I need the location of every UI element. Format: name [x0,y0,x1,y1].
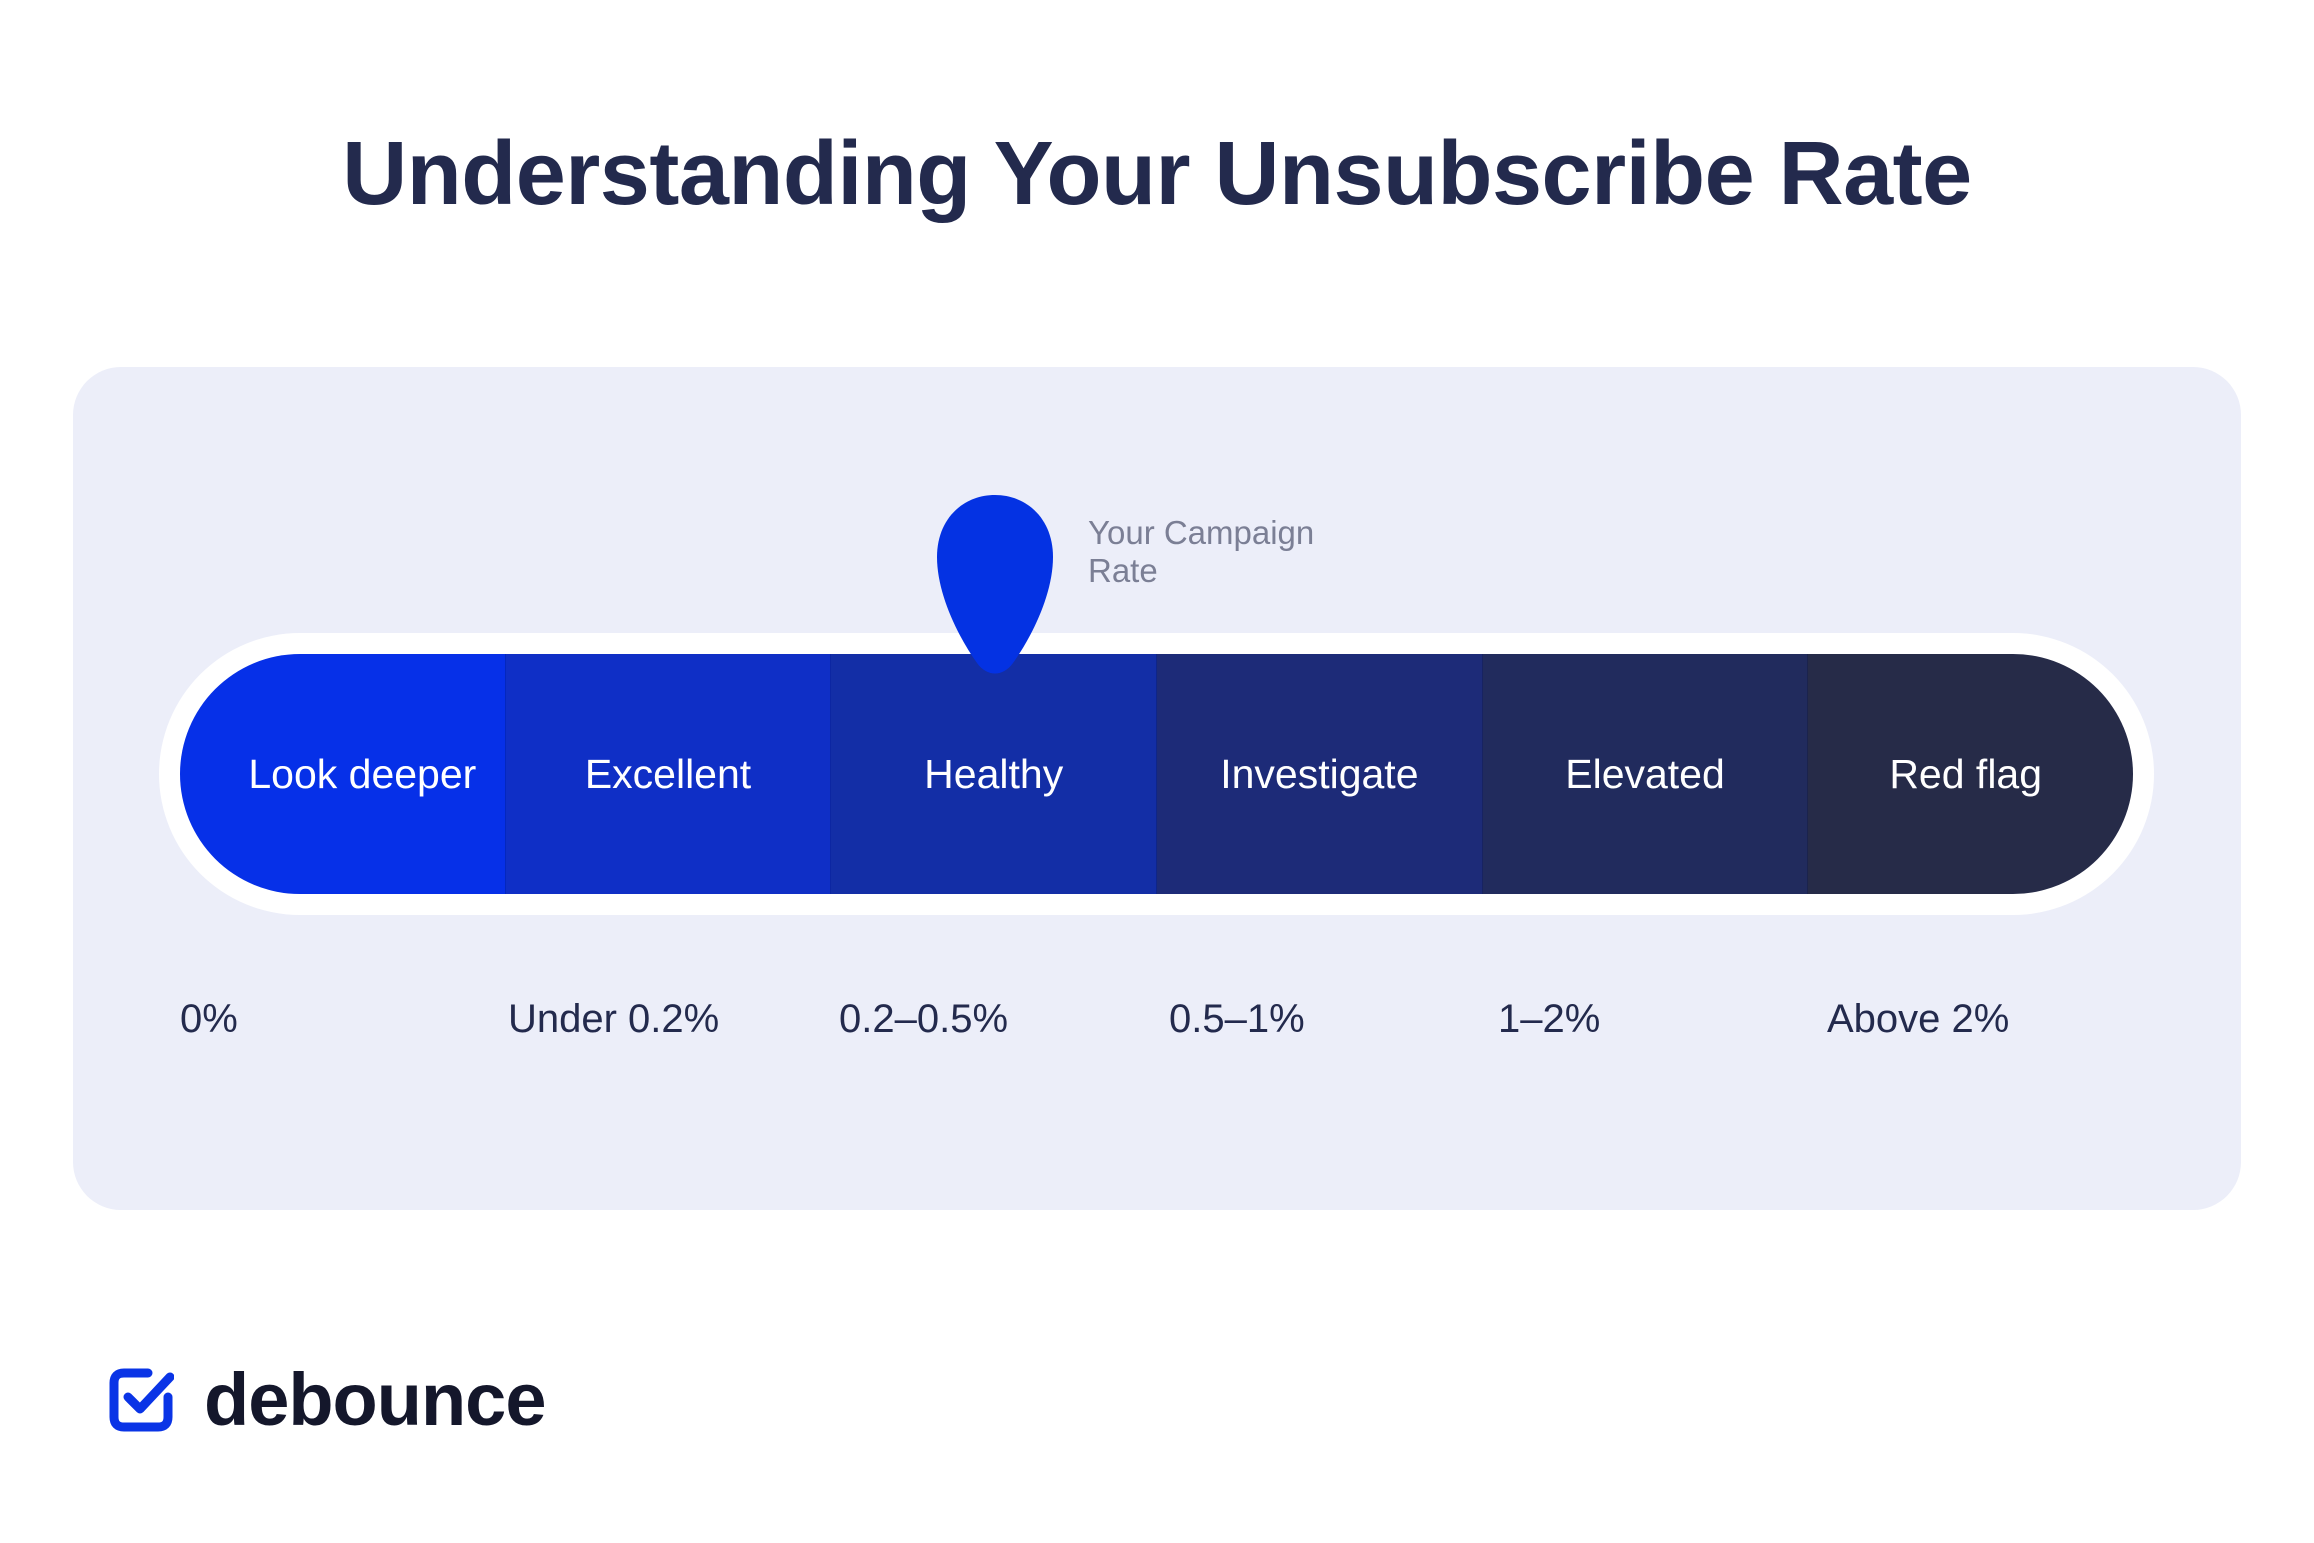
range-label-excellent: Under 0.2% [508,997,720,1041]
page-title: Understanding Your Unsubscribe Rate [342,124,1972,224]
segment-look-deeper: Look deeper [180,654,506,894]
segment-label: Investigate [1220,750,1419,797]
segment-label: Look deeper [248,750,477,797]
marker-label: Your Campaign Rate [1088,514,1418,590]
segment-elevated: Elevated [1482,654,1809,894]
range-label-elevated: 1–2% [1498,997,1601,1041]
range-label-healthy: 0.2–0.5% [839,997,1009,1041]
marker-label-line2: Rate [1088,552,1158,589]
segment-label: Healthy [924,750,1064,797]
segment-investigate: Investigate [1157,654,1483,894]
segment-label: Red flag [1889,750,2043,797]
segment-healthy: Healthy [831,654,1158,894]
scale-bar: Look deeper Excellent Healthy Investigat… [180,654,2133,894]
debounce-logo: debounce [108,1358,546,1441]
brand-name: debounce [204,1358,546,1441]
check-square-icon [109,1368,174,1432]
segment-red-flag: Red flag [1808,654,2133,894]
marker-drop-shape [937,495,1053,674]
segment-label: Elevated [1565,750,1725,797]
range-label-red-flag: Above 2% [1827,997,2010,1041]
range-label-investigate: 0.5–1% [1169,997,1305,1041]
campaign-rate-marker-icon [937,495,1053,674]
marker-label-line1: Your Campaign [1088,514,1315,551]
segment-excellent: Excellent [505,654,832,894]
range-label-look-deeper: 0% [180,997,238,1041]
segment-label: Excellent [584,750,752,797]
